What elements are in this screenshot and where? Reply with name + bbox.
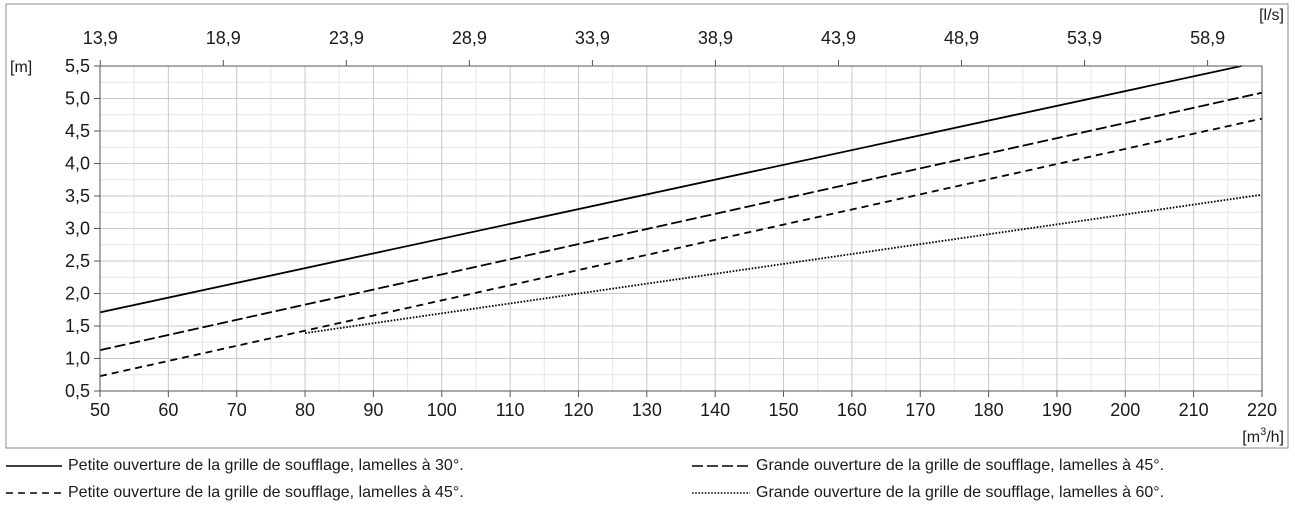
y-tick-label: 5,5 [65, 56, 90, 76]
x-tick-label: 60 [158, 400, 178, 420]
x-tick-label: 220 [1247, 400, 1277, 420]
x-top-tick-label: 43,9 [821, 28, 856, 48]
series-line-solid [99, 65, 1242, 314]
x-top-tick-label: 48,9 [944, 28, 979, 48]
x-tick-label: 150 [769, 400, 799, 420]
legend: Petite ouverture de la grille de souffla… [0, 452, 1295, 508]
x-top-tick-label: 28,9 [452, 28, 487, 48]
legend-swatch-dotted [692, 492, 750, 494]
chart-frame [5, 3, 1289, 449]
series-lines [99, 65, 1263, 377]
legend-item-short-dash: Petite ouverture de la grille de souffla… [6, 481, 464, 505]
legend-label: Petite ouverture de la grille de souffla… [68, 457, 464, 474]
series-line-dotted [304, 193, 1263, 334]
x-axis-top-unit-label: [l/s] [1259, 7, 1284, 24]
x-tick-label: 110 [496, 400, 525, 420]
legend-swatch-solid [6, 465, 62, 467]
x-axis-bottom-unit-label: [m3/h] [1242, 426, 1284, 446]
y-tick-label: 2,0 [65, 284, 90, 304]
series-line-long-dash [99, 91, 1263, 351]
legend-label: Petite ouverture de la grille de souffla… [68, 484, 464, 501]
x-top-tick-label: 13,9 [83, 28, 118, 48]
x-tick-label: 70 [227, 400, 247, 420]
chart: 50 60 70 80 90 100 110 120 130 140 150 160 170 180 190… [5, 3, 1289, 449]
series-line-short-dash [99, 117, 1263, 377]
y-tick-label: 1,5 [65, 316, 90, 336]
x-top-tick-label: 38,9 [698, 28, 733, 48]
legend-item-long-dash: Grande ouverture de la grille de souffla… [692, 454, 1164, 478]
tick-marks [94, 65, 1263, 397]
y-tick-label: 4,0 [65, 154, 90, 174]
x-tick-label: 50 [90, 400, 110, 420]
legend-swatch-short-dash [6, 492, 62, 494]
x-tick-label: 80 [295, 400, 315, 420]
x-tick-label: 190 [1042, 400, 1072, 420]
x-top-tick-label: 33,9 [575, 28, 610, 48]
legend-swatch-long-dash [692, 465, 750, 467]
y-tick-label: 5,0 [65, 89, 90, 109]
y-tick-label: 3,0 [65, 219, 90, 239]
y-tick-label: 0,5 [65, 381, 90, 401]
x-tick-label: 200 [1110, 400, 1140, 420]
x-tick-label: 120 [563, 400, 593, 420]
x-top-tick-label: 23,9 [329, 28, 364, 48]
x-tick-label: 130 [632, 400, 662, 420]
y-tick-label: 4,5 [65, 121, 90, 141]
x-top-tick-label: 18,9 [206, 28, 241, 48]
x-tick-label: 180 [974, 400, 1004, 420]
y-axis-ticks: 0,5 1,0 1,5 2,0 2,5 3,0 3,5 4,0 4,5 5,0 5,5 [65, 56, 90, 401]
x-axis-top-ticks: 13,9 18,9 23,9 28,9 33,9 38,9 43,9 48,9 53,9 58,9 [83, 28, 1225, 66]
y-tick-label: 2,5 [65, 251, 90, 271]
y-tick-label: 1,0 [65, 349, 90, 369]
x-tick-label: 160 [837, 400, 867, 420]
x-tick-label: 100 [427, 400, 457, 420]
legend-item-dotted: Grande ouverture de la grille de souffla… [692, 481, 1164, 505]
x-top-tick-label: 58,9 [1190, 28, 1225, 48]
y-tick-label: 3,5 [65, 186, 90, 206]
y-axis-unit-label: [m] [10, 59, 32, 76]
x-tick-label: 90 [363, 400, 383, 420]
legend-label: Grande ouverture de la grille de souffla… [756, 457, 1165, 474]
x-tick-label: 210 [1179, 400, 1209, 420]
x-tick-label: 140 [700, 400, 730, 420]
legend-item-solid: Petite ouverture de la grille de souffla… [6, 454, 464, 478]
x-top-tick-label: 53,9 [1067, 28, 1102, 48]
x-axis-bottom-ticks: 50 60 70 80 90 100 110 120 130 140 150 160 170 180 190… [90, 400, 1277, 420]
legend-label: Grande ouverture de la grille de souffla… [756, 484, 1165, 501]
x-tick-label: 170 [905, 400, 935, 420]
